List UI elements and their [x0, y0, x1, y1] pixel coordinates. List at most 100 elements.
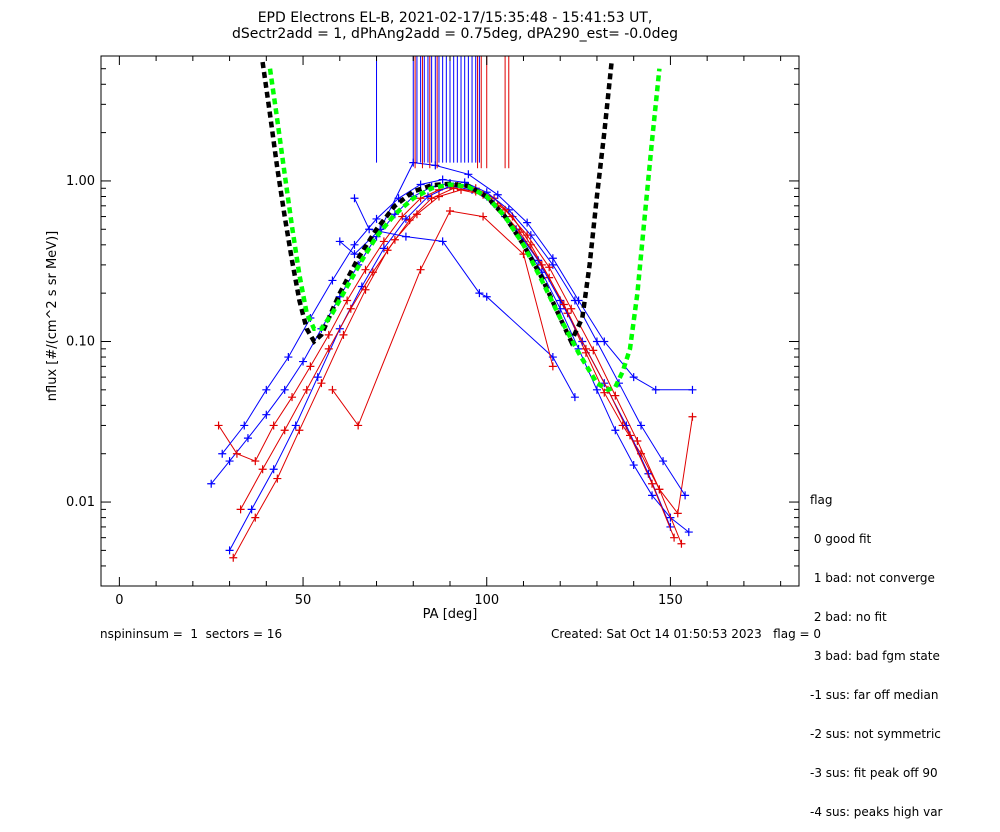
- series-4-point: [328, 276, 337, 285]
- series-3-point: [229, 553, 238, 562]
- series-0-point: [280, 385, 289, 394]
- series-1-point: [324, 330, 333, 339]
- series-3-point: [670, 533, 679, 542]
- series-8-point: [493, 190, 502, 199]
- series-5-point: [589, 346, 598, 355]
- series-3-point: [251, 513, 260, 522]
- series-3-point: [317, 379, 326, 388]
- series-3-point: [273, 474, 282, 483]
- legend-item: 1 bad: not converge: [810, 571, 935, 585]
- series-1-point: [288, 393, 297, 402]
- series-2-point: [313, 373, 322, 382]
- series-5-point: [633, 437, 642, 446]
- series-8-point: [548, 254, 557, 263]
- series-5-point: [655, 485, 664, 494]
- series-5-point: [545, 263, 554, 272]
- series-4-point: [372, 214, 381, 223]
- series-5-point: [677, 539, 686, 548]
- series-4-line: [221, 179, 686, 496]
- series-8-point: [651, 385, 660, 394]
- y-tick-label: 1.00: [66, 174, 95, 189]
- y-tick-label: 0.01: [66, 495, 95, 510]
- series-7-point: [416, 265, 425, 274]
- legend-item: -2 sus: not symmetric: [810, 727, 941, 741]
- series-7-point: [548, 362, 557, 371]
- series-1-point: [214, 421, 223, 430]
- series-2-point: [423, 192, 432, 201]
- series-5-point: [324, 344, 333, 353]
- series-2-point: [225, 546, 234, 555]
- series-2-point: [534, 256, 543, 265]
- series-6-point: [438, 237, 447, 246]
- series-7-point: [446, 206, 454, 215]
- series-6-point: [482, 292, 491, 301]
- series-1-point: [232, 449, 241, 458]
- series-6-point: [475, 289, 484, 298]
- series-8-point: [629, 373, 638, 382]
- series-8-point: [523, 218, 532, 227]
- series-2-point: [247, 505, 256, 514]
- series-0-point: [684, 528, 693, 537]
- series-0-point: [243, 434, 252, 443]
- series-1-point: [673, 509, 682, 518]
- series-0-point: [629, 461, 638, 470]
- footer-spin-info: nspininsum = 1 sectors = 16: [100, 627, 283, 641]
- series-5-point: [390, 235, 399, 244]
- legend-item: -4 sus: peaks high var: [810, 805, 943, 819]
- series-8-line: [339, 162, 693, 391]
- series-1-point: [269, 421, 278, 430]
- series-7-point: [354, 421, 363, 430]
- series-5-point: [434, 192, 443, 201]
- chart-marks: [207, 56, 697, 562]
- series-1-point: [251, 457, 260, 466]
- series-6-point: [401, 232, 410, 241]
- series-5-point: [302, 385, 311, 394]
- series-8-point: [574, 296, 583, 305]
- series-5-point: [280, 426, 289, 435]
- series-3-line: [232, 187, 675, 558]
- axes: 0 50 100 150 0.01 0.10 1.00: [66, 55, 799, 608]
- series-8-point: [464, 170, 473, 179]
- series-8-point: [431, 161, 440, 170]
- series-6-line: [354, 198, 576, 398]
- series-3-point: [559, 300, 568, 309]
- x-tick-label: 150: [658, 593, 683, 608]
- series-7-point: [328, 385, 337, 394]
- series-2-point: [269, 465, 278, 474]
- x-tick-label: 0: [115, 593, 123, 608]
- legend-item: 2 bad: no fit: [810, 610, 887, 624]
- series-0-point: [262, 410, 271, 419]
- series-5-point: [412, 210, 421, 219]
- series-4-point: [659, 457, 668, 466]
- series-5-point: [346, 304, 355, 313]
- series-3-point: [581, 344, 590, 353]
- series-8-point: [688, 385, 697, 394]
- series-4-point: [438, 175, 447, 184]
- series-6-point: [350, 194, 359, 203]
- series-0-point: [648, 491, 657, 500]
- x-tick-label: 100: [474, 593, 499, 608]
- series-2-point: [401, 214, 410, 223]
- series-3-point: [449, 184, 458, 193]
- series-6-point: [570, 393, 579, 402]
- series-3-point: [295, 426, 304, 435]
- chart: 0 50 100 150 0.01 0.10 1.00 EPD Electrons EL-B…: [45, 10, 800, 622]
- series-1-point: [688, 412, 697, 421]
- series-4-point: [218, 449, 227, 458]
- series-2-point: [291, 421, 300, 430]
- series-2-point: [379, 244, 388, 253]
- series-8-point: [600, 337, 609, 346]
- series-0-point: [207, 479, 216, 488]
- series-4-point: [460, 178, 469, 187]
- series-0-point: [611, 426, 620, 435]
- series-0-point: [299, 357, 308, 366]
- series-1-point: [379, 237, 388, 246]
- series-1-point: [306, 362, 315, 371]
- series-5-point: [611, 391, 620, 400]
- x-axis-label: PA [deg]: [423, 607, 478, 622]
- series-12-fit-line: [267, 68, 662, 393]
- series-3-point: [537, 260, 546, 269]
- legend-item: 0 good fit: [810, 532, 872, 546]
- y-tick-label: 0.10: [66, 334, 95, 349]
- series-4-point: [681, 491, 690, 500]
